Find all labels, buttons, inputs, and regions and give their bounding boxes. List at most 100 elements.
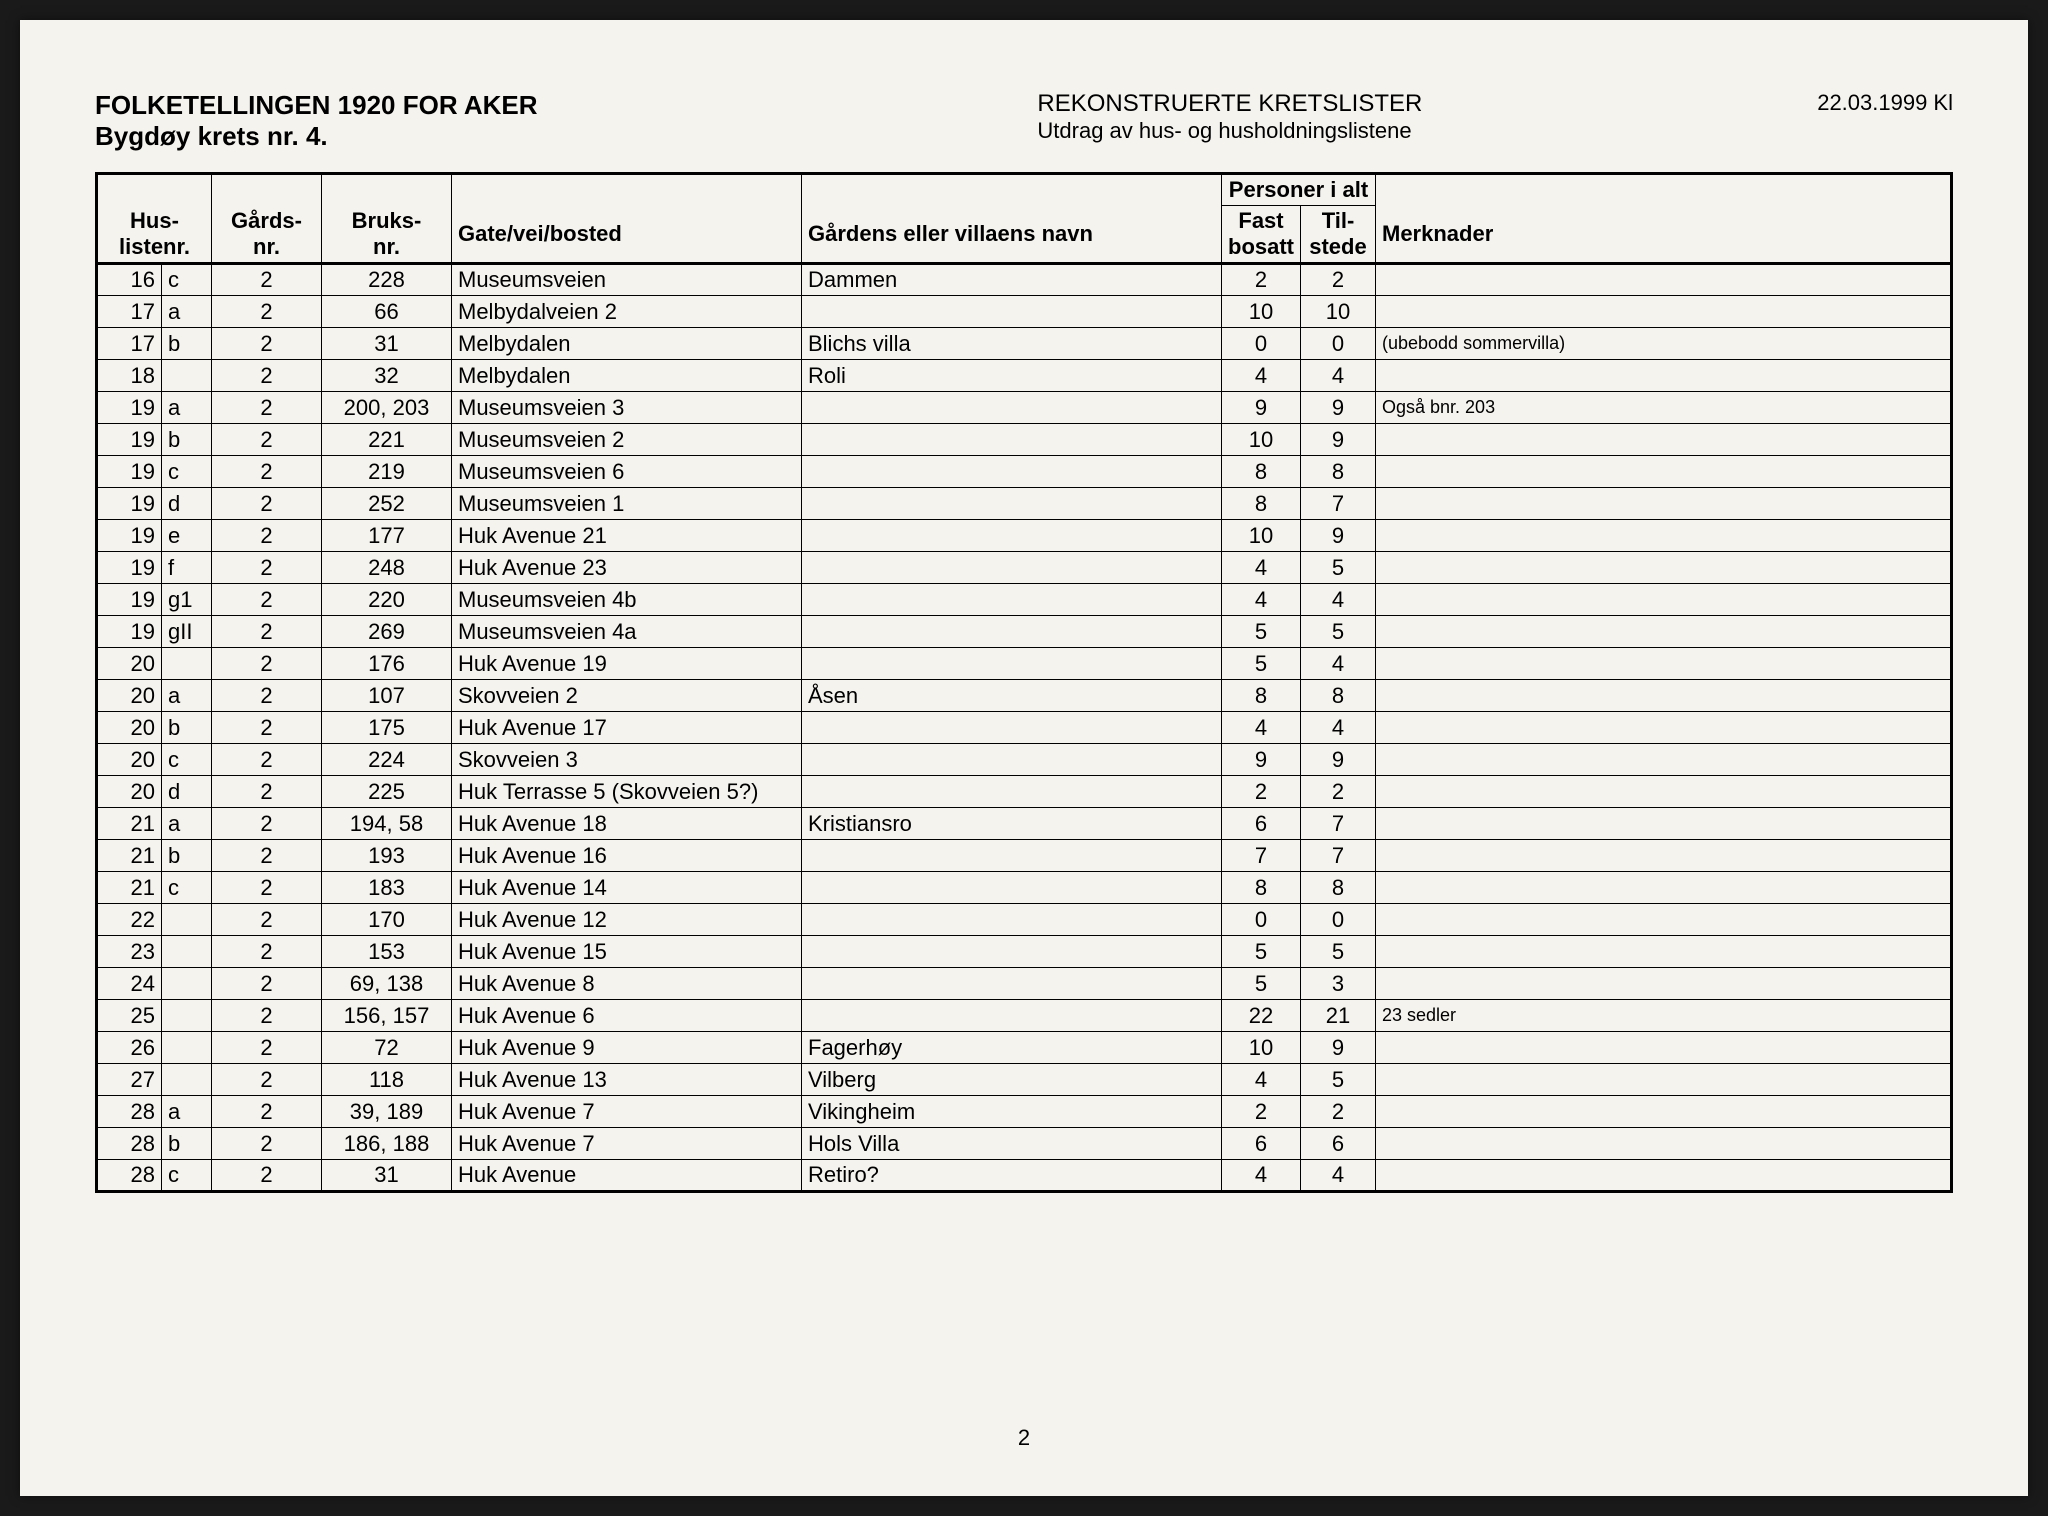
- cell-huslist-num: 20: [97, 648, 162, 680]
- cell-gate: Museumsveien 4b: [452, 584, 802, 616]
- cell-huslist-num: 16: [97, 264, 162, 296]
- cell-fast: 7: [1222, 840, 1301, 872]
- table-row: 26272Huk Avenue 9Fagerhøy109: [97, 1032, 1952, 1064]
- cell-huslist-num: 17: [97, 296, 162, 328]
- page-number: 2: [1018, 1425, 1030, 1451]
- cell-huslist-sub: a: [162, 1096, 212, 1128]
- cell-gardnavn: [802, 648, 1222, 680]
- cell-gate: Huk Avenue 18: [452, 808, 802, 840]
- cell-huslist-sub: d: [162, 776, 212, 808]
- cell-gards: 2: [212, 424, 322, 456]
- cell-bruks: 176: [322, 648, 452, 680]
- date: 22.03.1999 Kl: [1817, 90, 1953, 116]
- cell-gards: 2: [212, 264, 322, 296]
- cell-fast: 4: [1222, 1064, 1301, 1096]
- cell-gardnavn: [802, 456, 1222, 488]
- cell-gards: 2: [212, 1032, 322, 1064]
- cell-til: 7: [1301, 840, 1376, 872]
- cell-fast: 22: [1222, 1000, 1301, 1032]
- cell-huslist-sub: [162, 968, 212, 1000]
- cell-gards: 2: [212, 328, 322, 360]
- cell-fast: 10: [1222, 296, 1301, 328]
- cell-huslist-sub: a: [162, 392, 212, 424]
- cell-huslist-sub: [162, 1032, 212, 1064]
- cell-gardnavn: [802, 552, 1222, 584]
- cell-til: 21: [1301, 1000, 1376, 1032]
- cell-huslist-num: 24: [97, 968, 162, 1000]
- cell-gardnavn: [802, 968, 1222, 1000]
- col-til: Til-stede: [1301, 206, 1376, 264]
- header-center: REKONSTRUERTE KRETSLISTER Utdrag av hus-…: [1037, 90, 1422, 144]
- cell-huslist-sub: [162, 1000, 212, 1032]
- cell-bruks: 31: [322, 1160, 452, 1192]
- cell-til: 10: [1301, 296, 1376, 328]
- cell-huslist-sub: a: [162, 680, 212, 712]
- cell-fast: 10: [1222, 1032, 1301, 1064]
- cell-fast: 6: [1222, 1128, 1301, 1160]
- cell-gardnavn: Dammen: [802, 264, 1222, 296]
- cell-bruks: 72: [322, 1032, 452, 1064]
- cell-merk: [1376, 744, 1952, 776]
- cell-til: 5: [1301, 616, 1376, 648]
- cell-gate: Skovveien 3: [452, 744, 802, 776]
- cell-merk: [1376, 840, 1952, 872]
- cell-fast: 5: [1222, 936, 1301, 968]
- cell-huslist-sub: b: [162, 712, 212, 744]
- cell-gardnavn: [802, 936, 1222, 968]
- cell-huslist-num: 19: [97, 488, 162, 520]
- cell-fast: 4: [1222, 584, 1301, 616]
- cell-bruks: 31: [322, 328, 452, 360]
- cell-huslist-num: 19: [97, 520, 162, 552]
- cell-bruks: 221: [322, 424, 452, 456]
- cell-gate: Huk Avenue 21: [452, 520, 802, 552]
- table-row: 20a2107Skovveien 2Åsen88: [97, 680, 1952, 712]
- table-row: 19b2221Museumsveien 2109: [97, 424, 1952, 456]
- cell-merk: [1376, 360, 1952, 392]
- cell-huslist-sub: gII: [162, 616, 212, 648]
- cell-fast: 5: [1222, 616, 1301, 648]
- cell-huslist-sub: b: [162, 328, 212, 360]
- cell-gardnavn: [802, 392, 1222, 424]
- cell-gards: 2: [212, 840, 322, 872]
- cell-gards: 2: [212, 904, 322, 936]
- cell-gardnavn: [802, 776, 1222, 808]
- cell-fast: 10: [1222, 424, 1301, 456]
- cell-gardnavn: [802, 488, 1222, 520]
- cell-huslist-num: 20: [97, 776, 162, 808]
- cell-merk: [1376, 488, 1952, 520]
- cell-merk: [1376, 808, 1952, 840]
- table-row: 19f2248Huk Avenue 2345: [97, 552, 1952, 584]
- cell-gardnavn: [802, 424, 1222, 456]
- cell-merk: [1376, 296, 1952, 328]
- cell-merk: [1376, 1064, 1952, 1096]
- col-gate: Gate/vei/bosted: [452, 206, 802, 264]
- cell-merk: [1376, 936, 1952, 968]
- cell-gardnavn: Åsen: [802, 680, 1222, 712]
- cell-gards: 2: [212, 520, 322, 552]
- cell-bruks: 107: [322, 680, 452, 712]
- cell-huslist-num: 19: [97, 456, 162, 488]
- table-row: 252156, 157Huk Avenue 6222123 sedler: [97, 1000, 1952, 1032]
- cell-til: 5: [1301, 552, 1376, 584]
- table-row: 17a266Melbydalveien 21010: [97, 296, 1952, 328]
- cell-bruks: 32: [322, 360, 452, 392]
- col-gardsnr: Gårds-nr.: [212, 206, 322, 264]
- col-huslistenr: Hus-listenr.: [97, 206, 212, 264]
- cell-fast: 8: [1222, 680, 1301, 712]
- cell-gards: 2: [212, 744, 322, 776]
- table-row: 19gII2269Museumsveien 4a55: [97, 616, 1952, 648]
- cell-huslist-sub: b: [162, 840, 212, 872]
- cell-merk: [1376, 456, 1952, 488]
- cell-til: 7: [1301, 808, 1376, 840]
- cell-bruks: 177: [322, 520, 452, 552]
- cell-gate: Melbydalveien 2: [452, 296, 802, 328]
- cell-gate: Huk Avenue 6: [452, 1000, 802, 1032]
- table-row: 21c2183Huk Avenue 1488: [97, 872, 1952, 904]
- cell-fast: 2: [1222, 264, 1301, 296]
- cell-fast: 2: [1222, 776, 1301, 808]
- cell-gate: Museumsveien: [452, 264, 802, 296]
- cell-gards: 2: [212, 648, 322, 680]
- center-title: REKONSTRUERTE KRETSLISTER: [1037, 90, 1422, 118]
- cell-huslist-num: 19: [97, 392, 162, 424]
- cell-gate: Museumsveien 6: [452, 456, 802, 488]
